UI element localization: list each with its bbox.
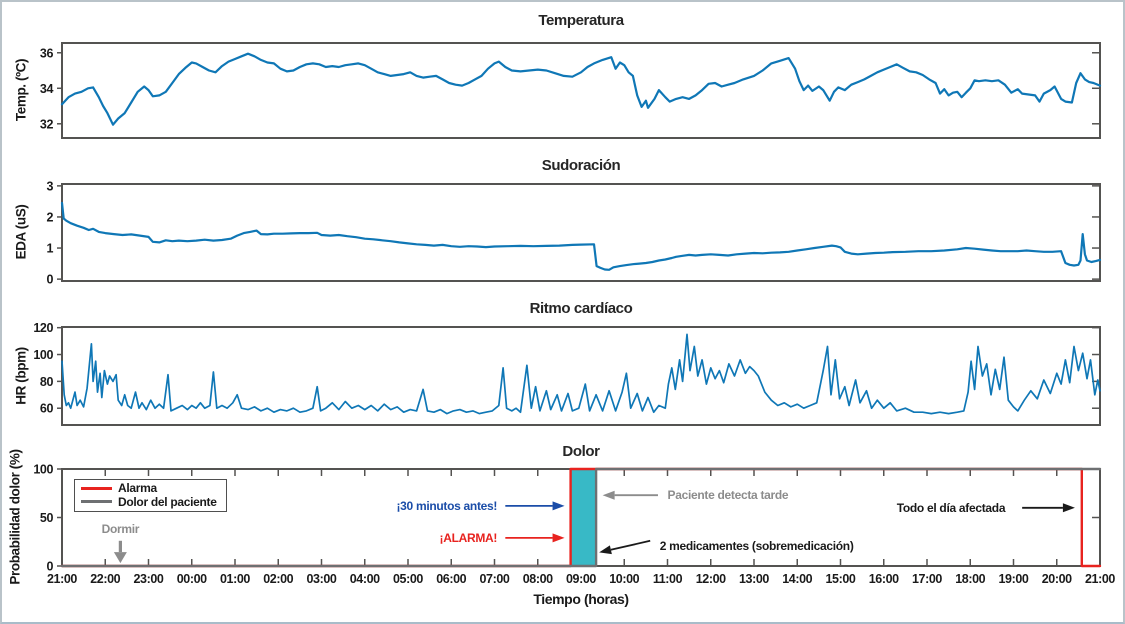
x-tick-label: 13:00: [739, 572, 769, 586]
x-tick-label: 04:00: [350, 572, 380, 586]
x-tick-label: 15:00: [826, 572, 856, 586]
x-tick-label: 20:00: [1042, 572, 1072, 586]
x-tick-label: 22:00: [90, 572, 120, 586]
y-tick-label: 0: [46, 560, 53, 574]
annotation-arrow-head: [552, 533, 565, 543]
legend-label-alarma: Alarma: [118, 481, 157, 495]
x-tick-label: 01:00: [220, 572, 250, 586]
x-tick-label: 14:00: [782, 572, 812, 586]
y-axis-label-temperatura: Temp. (ºC): [13, 58, 29, 122]
x-tick-label: 21:00: [47, 572, 77, 586]
y-axis-label-hr: HR (bpm): [13, 347, 29, 405]
annotation-arrow-head: [599, 545, 612, 555]
x-tick-label: 08:00: [523, 572, 553, 586]
legend-line-alarma: [81, 486, 112, 490]
series-line-dolor-del-paciente: [60, 467, 1102, 568]
panel-box-0: [61, 42, 1101, 139]
y-axis-label-eda: EDA (uS): [13, 204, 29, 260]
annotation-arrow-head: [552, 501, 565, 511]
y-tick-label: 1: [46, 242, 53, 256]
series-line-eda: [60, 201, 1102, 271]
annotation-arrow-head: [113, 552, 127, 564]
x-tick-label: 11:00: [653, 572, 683, 586]
annotation-arrow-head: [602, 490, 615, 500]
y-tick-label: 36: [40, 46, 54, 60]
y-axis-label-dolor: Probabilidad dolor (%): [7, 449, 23, 585]
y-tick-label: 80: [40, 375, 54, 389]
y-tick-label: 60: [40, 402, 54, 416]
annotation-medicamentes: 2 medicamentes (sobremedicación): [659, 538, 854, 553]
x-tick-label: 09:00: [566, 572, 596, 586]
annotation-todo-el-dia: Todo el día afectada: [896, 500, 1006, 515]
legend-label-dolor-paciente: Dolor del paciente: [118, 494, 217, 509]
y-tick-label: 100: [33, 463, 53, 477]
x-tick-label: 02:00: [263, 572, 293, 586]
legend: Alarma Dolor del paciente: [74, 479, 227, 512]
annotation-arrow-head: [1062, 503, 1075, 513]
x-tick-label: 17:00: [912, 572, 942, 586]
y-tick-label: 32: [40, 117, 54, 131]
x-tick-label: 12:00: [696, 572, 726, 586]
y-tick-label: 50: [40, 511, 54, 525]
panel-box-2: [61, 326, 1101, 426]
alarm-window-highlight: [570, 470, 597, 565]
y-tick-label: 3: [46, 179, 53, 193]
x-tick-label: 05:00: [393, 572, 423, 586]
panel-title-dolor: Dolor: [562, 443, 600, 460]
x-tick-label: 16:00: [869, 572, 899, 586]
legend-line-dolor-paciente: [81, 500, 112, 504]
x-tick-label: 23:00: [134, 572, 164, 586]
x-tick-label: 21:00: [1085, 572, 1115, 586]
x-tick-label: 10:00: [609, 572, 639, 586]
x-tick-label: 03:00: [307, 572, 337, 586]
legend-item-dolor-paciente: Dolor del paciente: [81, 494, 217, 509]
y-tick-label: 2: [46, 210, 53, 224]
annotation-alarma: ¡ALARMA!: [439, 530, 498, 545]
panel-box-1: [61, 183, 1101, 282]
x-tick-label: 18:00: [955, 572, 985, 586]
x-axis-label: Tiempo (horas): [533, 591, 629, 607]
y-tick-label: 100: [33, 348, 53, 362]
annotation-arrow-line: [610, 539, 651, 551]
x-tick-label: 07:00: [480, 572, 510, 586]
panel-title-sudoracion: Sudoración: [541, 157, 621, 174]
annotation-detecta-tarde: Paciente detecta tarde: [667, 488, 789, 503]
y-tick-label: 120: [33, 321, 53, 335]
x-tick-label: 19:00: [999, 572, 1029, 586]
x-tick-label: 06:00: [436, 572, 466, 586]
panel-title-temperatura: Temperatura: [538, 12, 624, 29]
panel-title-ritmo-cardiaco: Ritmo cardíaco: [529, 300, 633, 317]
y-tick-label: 0: [46, 273, 53, 287]
x-tick-label: 00:00: [177, 572, 207, 586]
annotation-30-minutos: ¡30 minutos antes!: [396, 498, 498, 513]
series-line-hr: [61, 333, 1101, 415]
legend-item-alarma: Alarma: [81, 482, 217, 495]
y-tick-label: 34: [40, 82, 54, 96]
annotation-dormir: Dormir: [101, 522, 140, 537]
series-line-temperatura: [60, 52, 1102, 126]
